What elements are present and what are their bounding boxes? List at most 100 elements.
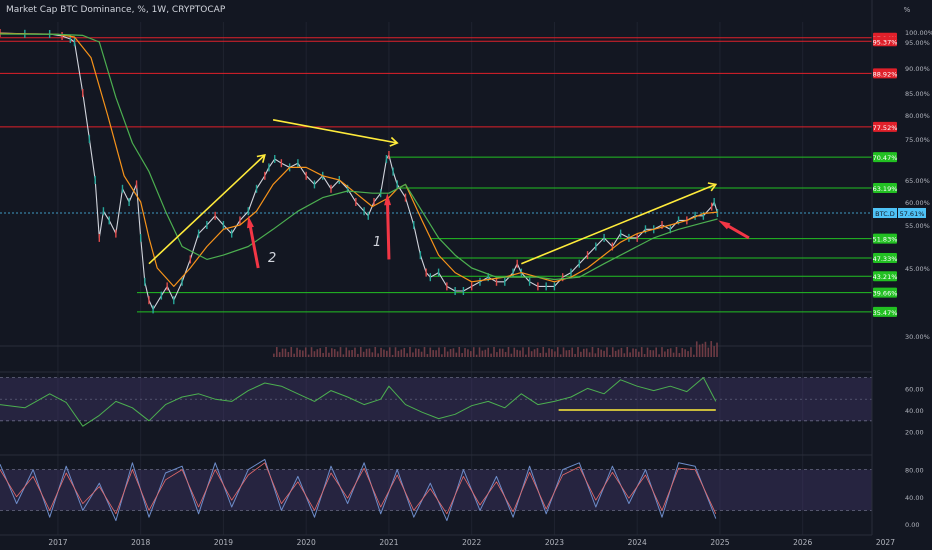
volume-bar bbox=[623, 353, 626, 357]
ema-slow-series bbox=[0, 33, 718, 281]
current-value-box bbox=[898, 207, 926, 218]
volume-bar bbox=[638, 351, 640, 357]
volume-bar bbox=[365, 348, 368, 357]
level-label-text: 51.83% bbox=[873, 236, 898, 244]
trend-arrowhead bbox=[389, 136, 399, 147]
volume-bar bbox=[562, 347, 565, 357]
y-tick-label: 65.00% bbox=[905, 177, 930, 185]
volume-bar bbox=[504, 352, 507, 357]
volume-bar bbox=[675, 347, 678, 357]
volume-bar bbox=[559, 354, 562, 357]
volume-bar bbox=[423, 347, 426, 357]
volume-bar bbox=[519, 350, 521, 357]
volume-bar bbox=[672, 352, 675, 357]
volume-bar bbox=[316, 349, 319, 357]
volume-bar bbox=[704, 341, 707, 357]
level-label-box bbox=[873, 271, 897, 282]
volume-bar bbox=[348, 350, 350, 357]
level-label-box bbox=[873, 36, 897, 47]
stoch-tick-label: 0.00 bbox=[905, 521, 919, 529]
volume-bar bbox=[580, 351, 582, 357]
x-tick-label: 2025 bbox=[710, 538, 729, 547]
volume-bar bbox=[556, 347, 559, 357]
volume-bar bbox=[542, 347, 545, 357]
volume-bar bbox=[357, 353, 359, 357]
volume-bar bbox=[522, 347, 524, 357]
volume-bar bbox=[678, 353, 681, 357]
volume-bar bbox=[484, 349, 487, 357]
trend-arrowhead bbox=[256, 153, 266, 163]
x-tick-label: 2019 bbox=[214, 538, 233, 547]
red-arrow-1 bbox=[384, 193, 392, 260]
volume-bar bbox=[438, 347, 440, 357]
current-symbol-box bbox=[873, 207, 897, 218]
x-tick-label: 2023 bbox=[545, 538, 564, 547]
volume-bar bbox=[698, 344, 701, 357]
volume-bar bbox=[342, 354, 345, 357]
volume-bar bbox=[597, 347, 600, 357]
volume-bar bbox=[614, 350, 617, 357]
stoch-tick-label: 40.00 bbox=[905, 494, 924, 502]
volume-bar bbox=[475, 354, 478, 357]
volume-bar bbox=[290, 347, 293, 357]
volume-bar bbox=[388, 347, 391, 357]
volume-bar bbox=[409, 347, 411, 357]
volume-bar bbox=[606, 347, 608, 357]
volume-bar bbox=[666, 349, 669, 357]
volume-bar bbox=[525, 354, 527, 357]
volume-bar bbox=[464, 348, 466, 357]
volume-bar bbox=[273, 353, 275, 357]
volume-bar bbox=[513, 347, 516, 357]
volume-bar bbox=[319, 348, 322, 357]
x-tick-label: 2017 bbox=[48, 538, 67, 547]
volume-bar bbox=[406, 353, 408, 357]
volume-bar bbox=[339, 347, 342, 357]
volume-bar bbox=[426, 354, 429, 357]
volume-bar bbox=[452, 348, 455, 357]
volume-bar bbox=[533, 349, 536, 357]
volume-bar bbox=[629, 352, 631, 357]
volume-bar bbox=[458, 347, 461, 357]
volume-bar bbox=[577, 347, 579, 357]
volume-bar bbox=[400, 349, 403, 357]
level-label-box bbox=[873, 68, 897, 79]
volume-bar bbox=[278, 352, 281, 357]
volume-bar bbox=[582, 348, 585, 357]
volume-bar bbox=[649, 350, 652, 357]
volume-bar bbox=[571, 347, 574, 357]
level-label-text: 88.92% bbox=[873, 70, 898, 78]
volume-bar bbox=[304, 347, 307, 357]
volume-bar bbox=[299, 349, 301, 357]
volume-bar bbox=[655, 347, 657, 357]
trend-lines bbox=[148, 119, 718, 265]
current-symbol: BTC.D bbox=[875, 210, 895, 218]
volume-bar bbox=[600, 349, 602, 357]
volume-bar bbox=[478, 347, 481, 357]
volume-bar bbox=[548, 348, 550, 357]
volume-bar bbox=[461, 353, 463, 357]
volume-bar bbox=[429, 347, 432, 357]
x-tick-label: 2022 bbox=[462, 538, 481, 547]
volume-bar bbox=[275, 347, 278, 357]
volume-bar bbox=[443, 347, 446, 357]
volume-bar bbox=[435, 350, 437, 357]
volume-bar bbox=[287, 351, 290, 357]
axis-unit-label: % bbox=[904, 6, 911, 14]
x-tick-label: 2020 bbox=[297, 538, 316, 547]
volume-bar bbox=[643, 354, 646, 357]
volume-bar bbox=[640, 347, 643, 357]
stoch-tick-label: 80.00 bbox=[905, 467, 924, 475]
level-label-text: 43.21% bbox=[873, 273, 898, 281]
volume-bar bbox=[498, 348, 501, 357]
volume-bar bbox=[620, 347, 623, 357]
level-label-box bbox=[873, 233, 897, 244]
volume-bar bbox=[585, 348, 588, 357]
volume-bar bbox=[449, 349, 452, 357]
level-label-box bbox=[873, 121, 897, 132]
volume-bar bbox=[695, 341, 698, 357]
rsi-series bbox=[0, 377, 717, 427]
volume-bar bbox=[412, 352, 414, 357]
volume-bar bbox=[713, 346, 715, 357]
level-label-box bbox=[873, 182, 897, 193]
